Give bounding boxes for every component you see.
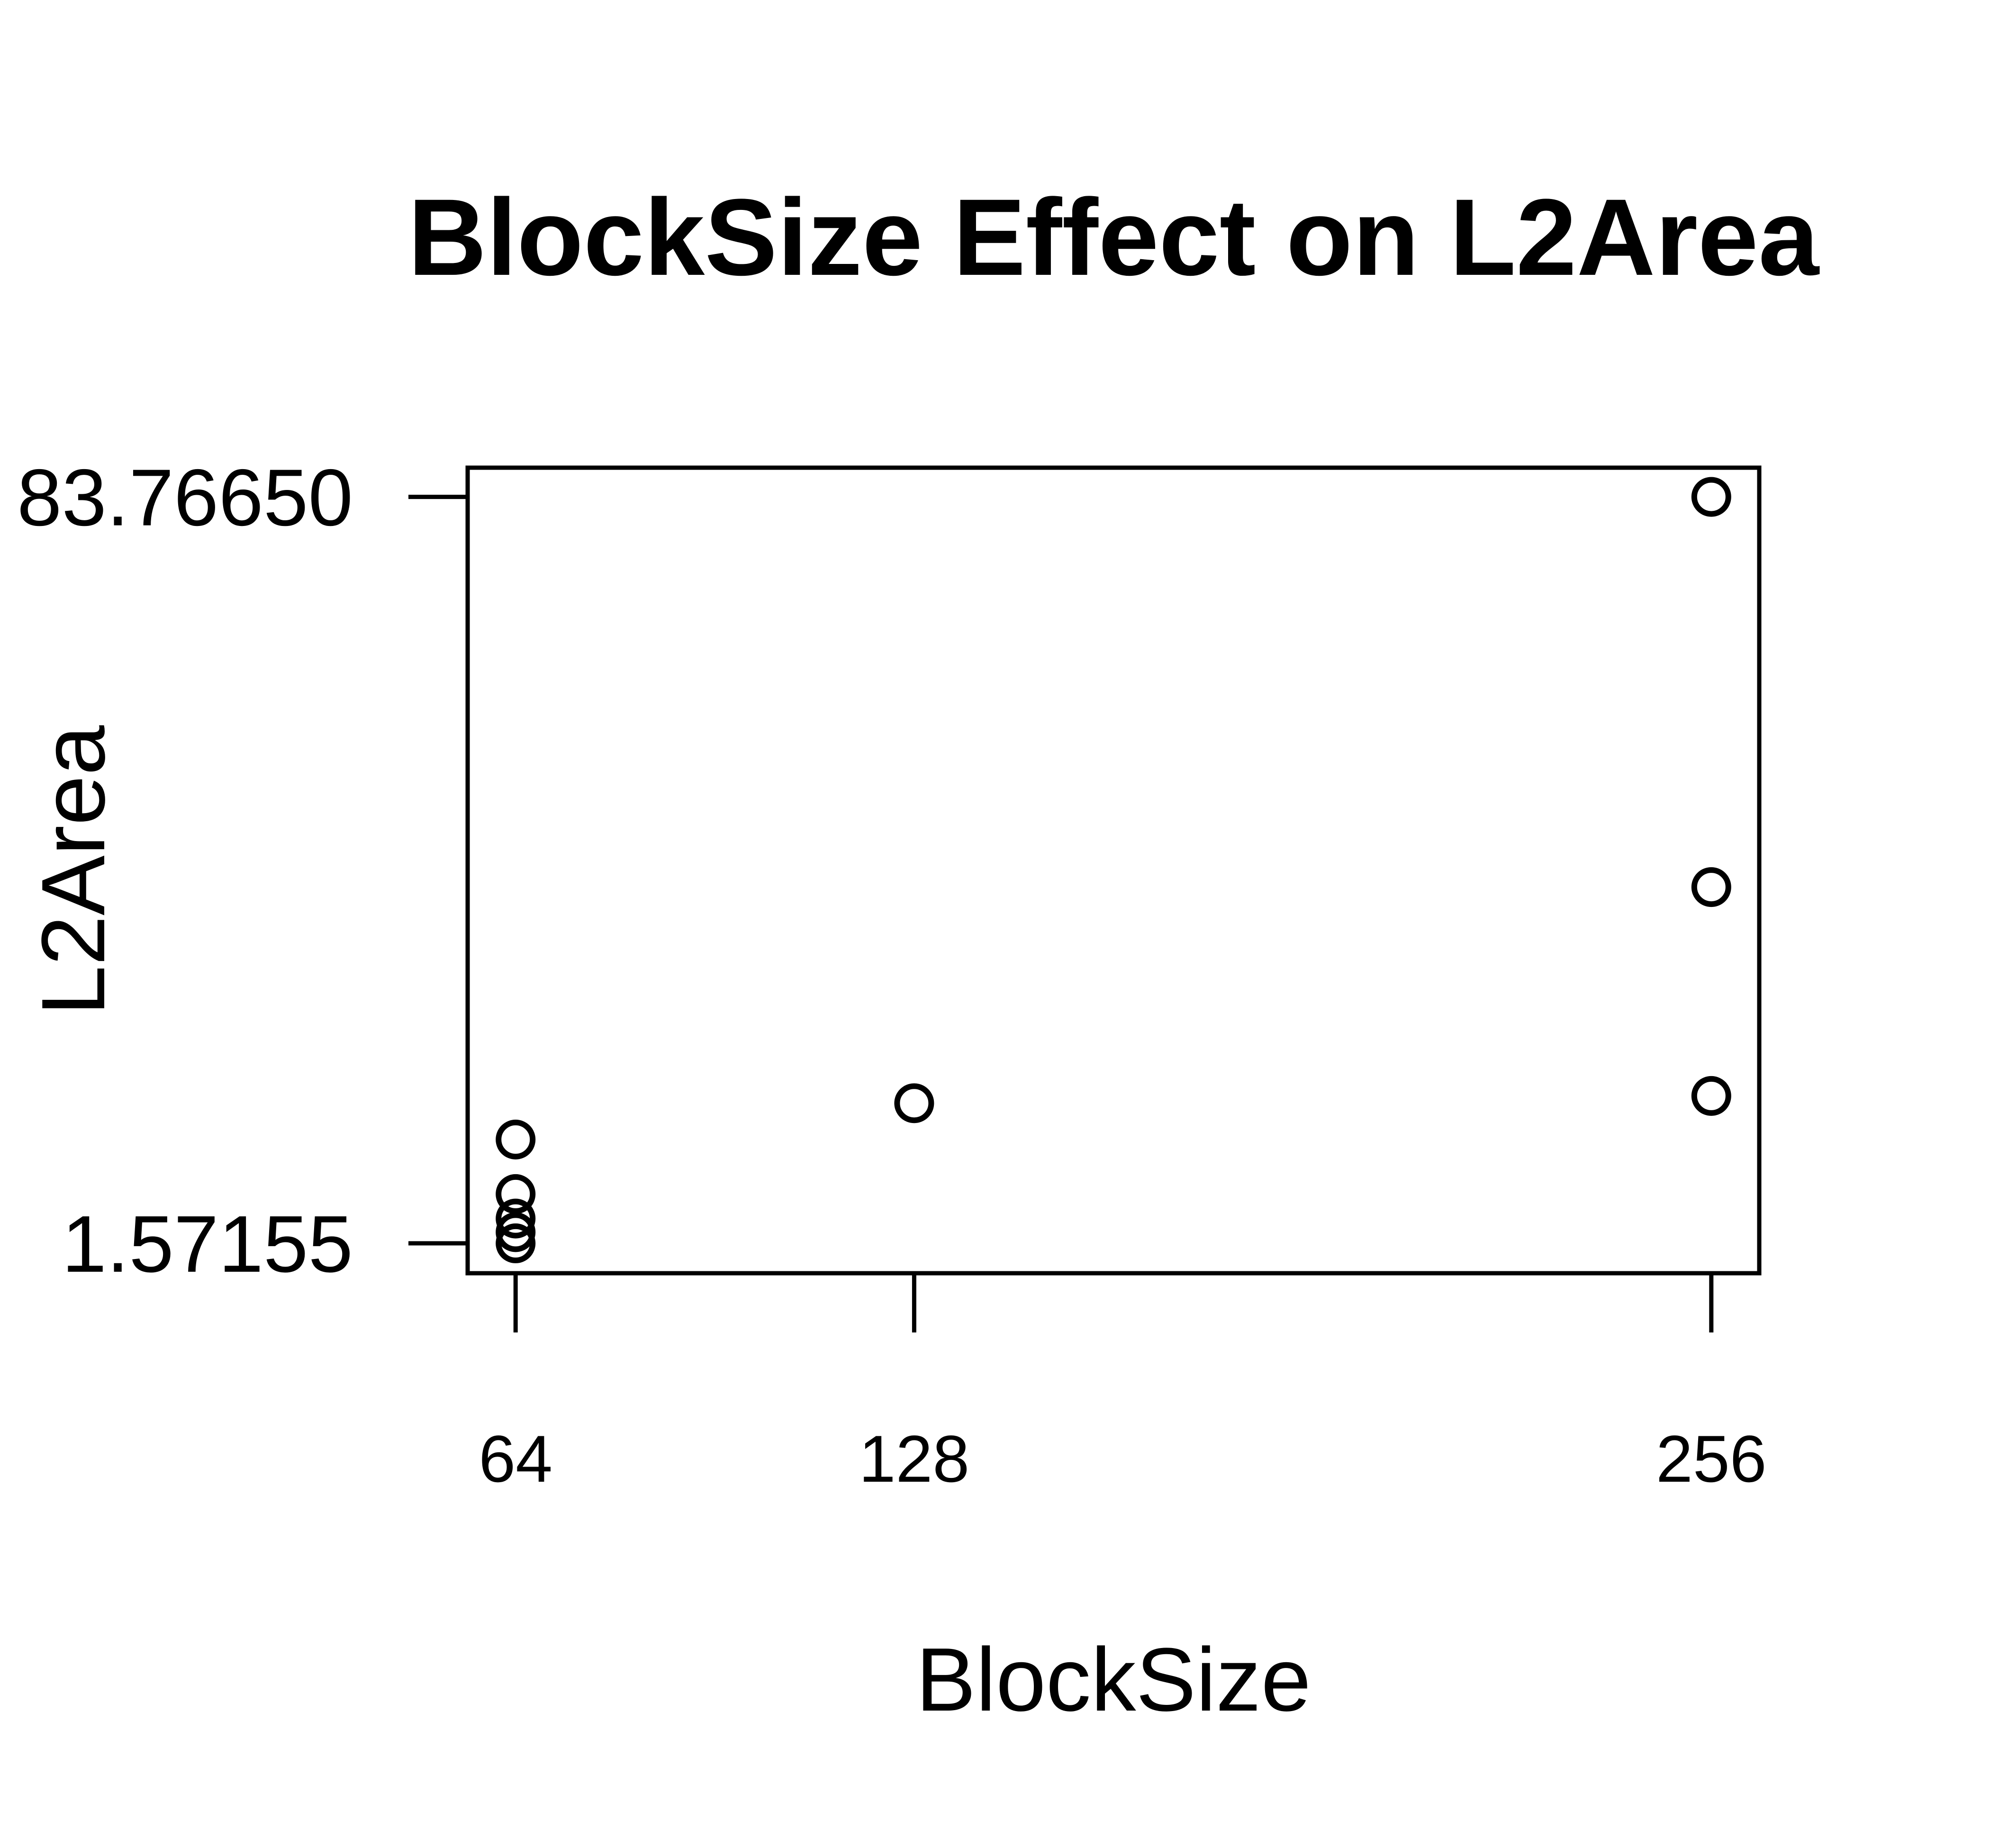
- data-point: [894, 1083, 934, 1123]
- data-point: [496, 1212, 536, 1252]
- data-point: [496, 1119, 536, 1160]
- x-tick-label: 64: [479, 1422, 552, 1496]
- y-axis: 1.57155 83.76650: [17, 453, 468, 1289]
- data-point: [1691, 477, 1731, 517]
- data-point: [1691, 1076, 1731, 1116]
- data-point: [496, 1223, 536, 1263]
- x-tick-label: 128: [859, 1422, 970, 1496]
- y-tick-label: 1.57155: [62, 1199, 353, 1289]
- data-point: [1691, 867, 1731, 907]
- y-tick-label: 83.76650: [17, 453, 353, 543]
- x-axis-label: BlockSize: [916, 1630, 1311, 1730]
- data-point: [496, 1198, 536, 1239]
- chart-title: BlockSize Effect on L2Area: [408, 176, 1820, 298]
- x-tick-label: 256: [1656, 1422, 1767, 1496]
- plot-frame: [465, 465, 1762, 1276]
- y-axis-label: L2Area: [23, 725, 124, 1015]
- data-points: [496, 477, 1731, 1263]
- x-axis: 64 128 256: [479, 1273, 1767, 1496]
- data-point: [496, 1174, 536, 1214]
